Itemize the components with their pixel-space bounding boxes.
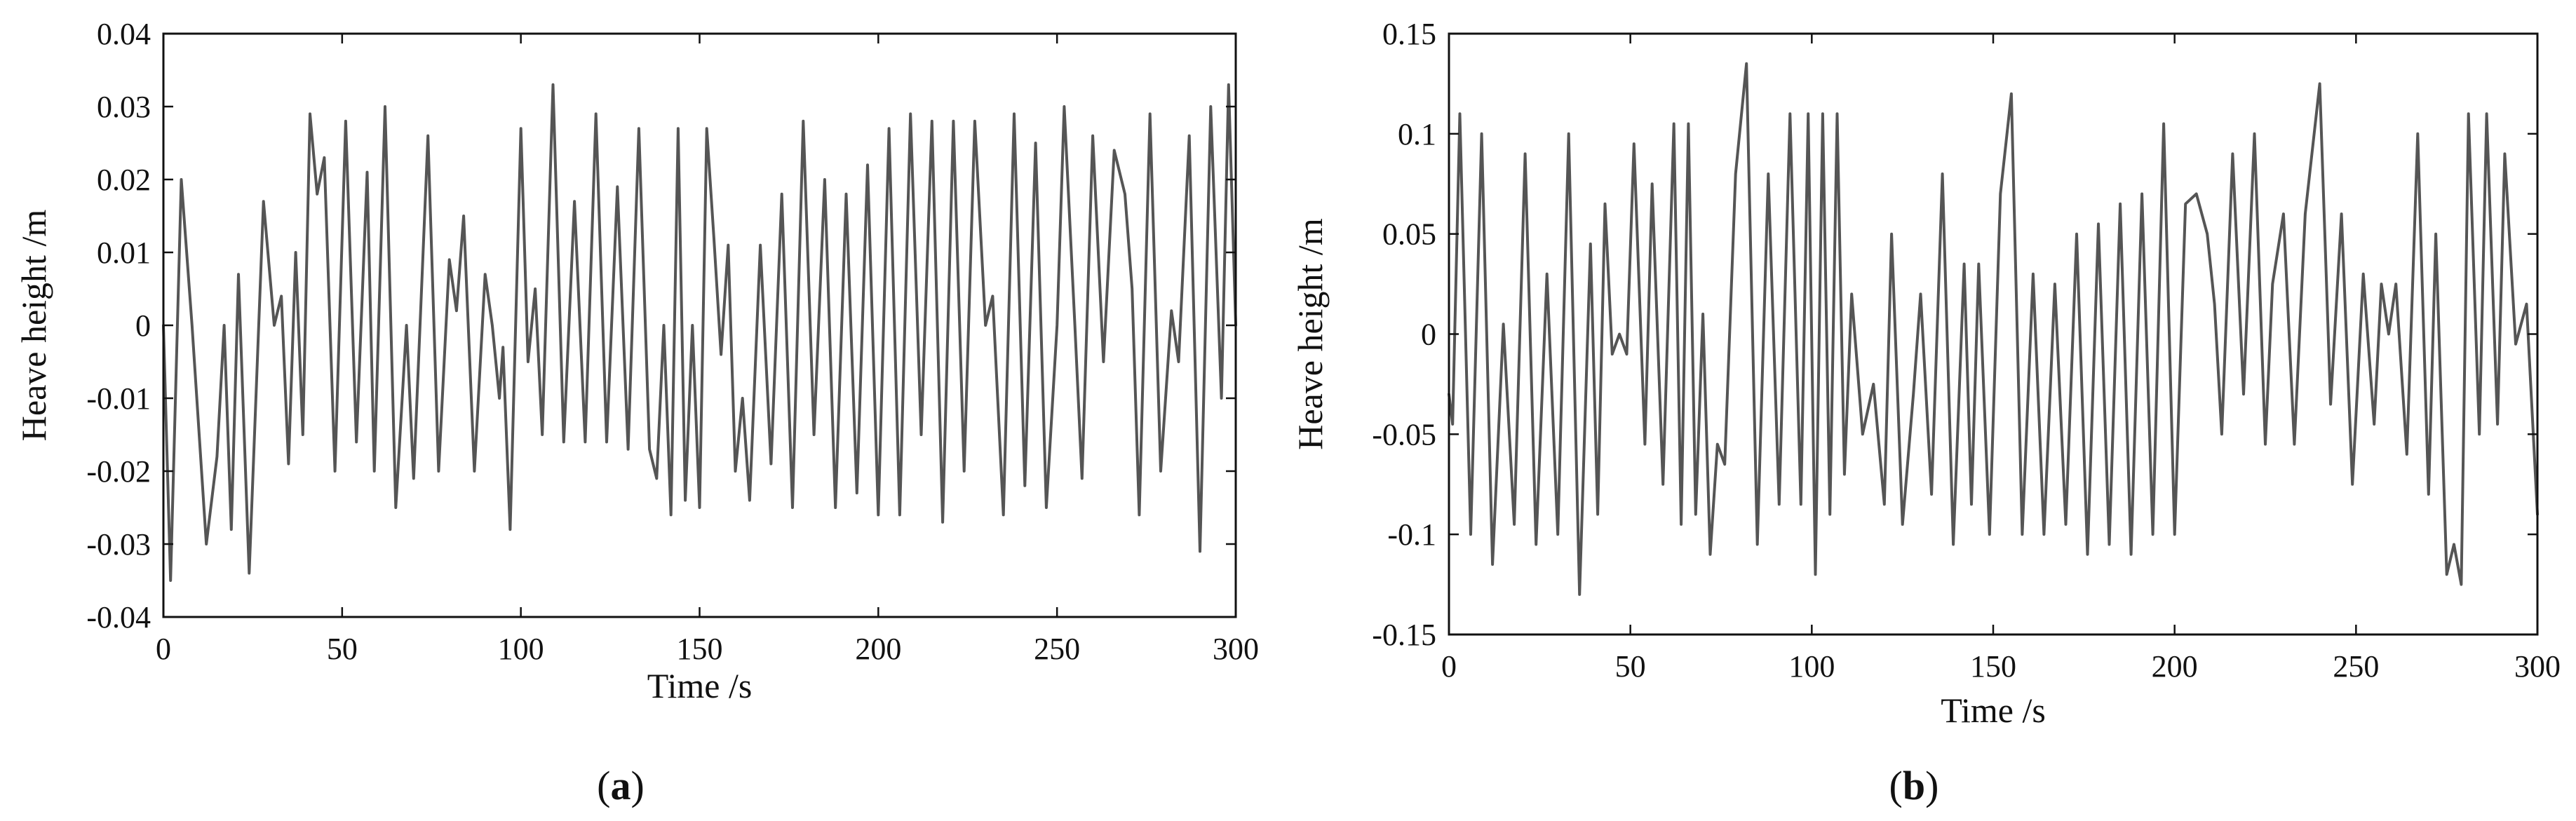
x-axis-title: Time /s <box>1941 691 2046 730</box>
x-tick-label: 150 <box>677 632 723 666</box>
y-tick-label: -0.02 <box>86 454 151 489</box>
x-tick-label: 150 <box>1970 649 2016 684</box>
y-tick-label: -0.15 <box>1372 618 1436 652</box>
y-tick-label: 0.15 <box>1382 17 1436 51</box>
heave-series-line <box>162 83 1237 582</box>
panel-label-open-paren: ( <box>1889 763 1903 808</box>
y-tick-label: 0.02 <box>97 163 151 197</box>
panel-label: (b) <box>1889 763 1939 808</box>
y-tick-label: -0.04 <box>86 600 151 635</box>
x-tick-label: 300 <box>2514 649 2561 684</box>
panel-label-letter: a <box>611 763 631 808</box>
panel-label-letter: b <box>1903 763 1925 808</box>
x-tick-label: 200 <box>2152 649 2198 684</box>
chart-panel-b: -0.15 -0.1 -0.05 0 0.05 0.1 0.15 0 50 100 150 200 25… <box>1290 17 2561 808</box>
x-tick-label: 50 <box>327 632 358 666</box>
y-tick-label: 0.05 <box>1382 217 1436 252</box>
y-tick-label: -0.01 <box>86 381 151 416</box>
y-tick-label: 0 <box>135 308 151 343</box>
x-tick-label: 300 <box>1213 632 1259 666</box>
y-tick-label: 0.04 <box>97 17 151 51</box>
y-tick-label: 0 <box>1421 318 1436 352</box>
x-tick-label: 250 <box>1034 632 1080 666</box>
x-axis-title: Time /s <box>647 666 753 705</box>
x-tick-label: 100 <box>498 632 544 666</box>
x-tick-label: 250 <box>2333 649 2379 684</box>
chart-panel-a: -0.04 -0.03 -0.02 -0.01 0 0.01 0.02 0.03 0.04 0 50… <box>14 17 1259 808</box>
panel-label-close-paren: ) <box>631 763 645 808</box>
x-tick-label: 50 <box>1615 649 1646 684</box>
y-axis-title: Heave height /m <box>1290 218 1330 450</box>
y-axis-title: Heave height /m <box>14 210 53 442</box>
panel-label: (a) <box>597 763 645 808</box>
x-tick-label: 0 <box>156 632 171 666</box>
x-tick-label: 0 <box>1441 649 1457 684</box>
y-tick-label: 0.01 <box>97 236 151 270</box>
y-tick-label: 0.03 <box>97 90 151 124</box>
y-tick-label: -0.05 <box>1372 417 1436 452</box>
y-tick-label: -0.1 <box>1387 517 1436 552</box>
panel-label-open-paren: ( <box>597 763 610 808</box>
y-tick-label: -0.03 <box>86 527 151 562</box>
heave-series-line <box>1448 62 2539 596</box>
panel-label-close-paren: ) <box>1925 763 1938 808</box>
x-tick-label: 100 <box>1788 649 1835 684</box>
y-tick-label: 0.1 <box>1398 117 1436 151</box>
x-tick-label: 200 <box>855 632 901 666</box>
